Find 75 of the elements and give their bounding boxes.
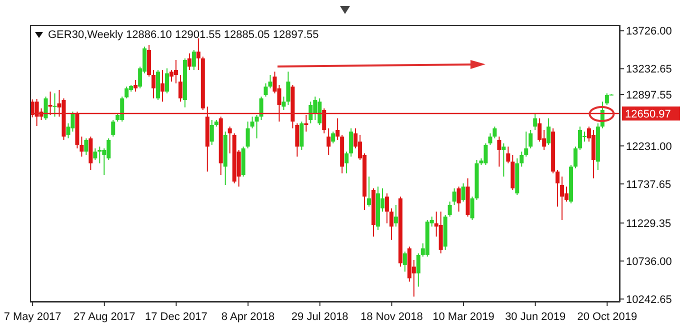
candlestick xyxy=(152,69,156,99)
candlestick xyxy=(250,116,254,129)
candlestick xyxy=(546,118,551,146)
y-tick-label: 13726.00 xyxy=(626,26,672,38)
candlestick xyxy=(524,131,528,158)
candlestick xyxy=(187,52,192,70)
candlestick xyxy=(520,151,524,168)
candlestick xyxy=(93,148,98,160)
candlestick xyxy=(533,112,538,130)
y-tick-label: 10736.00 xyxy=(626,256,672,268)
candlestick xyxy=(124,86,129,99)
y-tick-label: 13232.65 xyxy=(626,64,672,76)
candlestick xyxy=(506,146,510,164)
candlestick xyxy=(308,101,313,124)
y-tick-label: 12231.00 xyxy=(626,140,672,153)
candlestick xyxy=(228,126,232,154)
y-tick-label: 10242.65 xyxy=(626,294,672,306)
candlestick xyxy=(295,122,300,158)
candlestick xyxy=(259,96,264,120)
ref-line-label: 12650.97 xyxy=(625,108,671,121)
candlestick xyxy=(178,74,182,102)
candlestick xyxy=(336,118,340,140)
x-tick-label: 7 May 2017 xyxy=(4,311,62,323)
candlestick xyxy=(394,204,398,228)
candlestick xyxy=(326,128,331,156)
candlestick xyxy=(246,121,250,149)
candlestick xyxy=(174,59,178,84)
x-tick-label: 17 Dec 2017 xyxy=(145,311,208,323)
x-tick-label: 8 Apr 2018 xyxy=(221,311,275,323)
candlestick xyxy=(538,118,542,142)
x-tick-label: 20 Oct 2019 xyxy=(577,311,638,323)
candlestick xyxy=(452,188,456,206)
candlestick xyxy=(349,128,354,158)
candlestick xyxy=(560,176,564,220)
candlestick xyxy=(286,71,290,106)
candlestick xyxy=(192,49,196,70)
y-tick-label: 12897.55 xyxy=(626,89,672,102)
candlestick xyxy=(164,68,169,94)
candlestick xyxy=(282,96,286,110)
candlestick xyxy=(456,186,461,212)
candlestick xyxy=(160,69,165,102)
x-tick-label: 18 Nov 2018 xyxy=(360,311,423,323)
candlestick xyxy=(461,182,466,202)
x-tick-label: 30 Jun 2019 xyxy=(505,311,566,323)
candlestick xyxy=(528,129,533,149)
candlestick xyxy=(416,252,420,288)
candlestick xyxy=(80,136,84,158)
candlestick xyxy=(331,131,336,144)
candlestick xyxy=(574,146,578,169)
candlestick xyxy=(52,92,57,118)
y-tick-label: 11229.35 xyxy=(626,218,672,230)
candlestick xyxy=(44,96,48,120)
x-tick-label: 29 Jul 2018 xyxy=(291,311,348,323)
chart-title: GER30,Weekly 12886.10 12901.55 12885.05 12897.55 xyxy=(48,29,319,41)
candlestick xyxy=(488,132,492,146)
candlestick xyxy=(448,201,452,218)
candlestick xyxy=(492,126,497,139)
candlestick xyxy=(367,176,372,208)
candlestick xyxy=(497,136,502,168)
candlestick xyxy=(502,142,506,178)
candlestick xyxy=(389,208,394,240)
candlestick xyxy=(254,114,259,139)
candlestick xyxy=(344,151,349,174)
candlestick xyxy=(196,38,200,70)
candlestick xyxy=(134,80,138,92)
candlestick xyxy=(111,119,116,138)
candlestick xyxy=(84,138,88,156)
x-tick-label: 10 Mar 2019 xyxy=(432,311,494,323)
candlestick xyxy=(556,169,560,208)
candlestick xyxy=(384,192,389,224)
candlestick xyxy=(210,119,214,146)
candlestick xyxy=(402,251,407,272)
y-tick-label: 11737.65 xyxy=(626,178,672,191)
candlestick xyxy=(300,121,304,150)
x-tick-label: 27 Aug 2017 xyxy=(73,311,136,323)
